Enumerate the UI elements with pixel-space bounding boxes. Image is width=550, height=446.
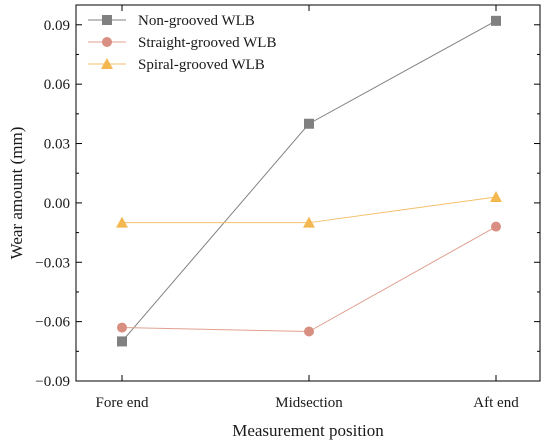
y-tick-label: 0.09 [44, 18, 70, 34]
legend-marker [101, 58, 113, 69]
data-point [304, 326, 314, 337]
legend: Non-grooved WLB Straight-grooved WLB Spira… [88, 13, 276, 73]
x-tick-label: Fore end [96, 395, 149, 411]
data-point [304, 118, 314, 129]
series-0 [117, 15, 501, 347]
y-tick-label: −0.09 [35, 374, 70, 390]
y-tick-label: 0.06 [44, 77, 71, 93]
legend-label: Spiral-grooved WLB [138, 57, 265, 73]
y-tick-label: −0.03 [35, 255, 70, 271]
legend-label: Straight-grooved WLB [138, 35, 276, 51]
legend-label: Non-grooved WLB [138, 13, 255, 29]
y-axis-ticks: −0.09 −0.06 −0.03 0.00 0.03 0.06 0.09 [35, 18, 540, 390]
x-tick-label: Aft end [473, 395, 519, 411]
legend-item: Non-grooved WLB [88, 13, 255, 29]
data-point [303, 216, 315, 228]
series-2 [116, 190, 502, 228]
x-tick-label: Midsection [275, 395, 343, 411]
legend-item: Spiral-grooved WLB [88, 57, 265, 73]
x-axis-title: Measurement position [232, 421, 384, 440]
y-tick-label: 0.03 [44, 137, 70, 153]
data-point [491, 15, 501, 26]
y-axis-title: Wear amount (mm) [7, 127, 26, 260]
legend-marker [102, 15, 112, 25]
data-point [117, 336, 127, 347]
plot-area-frame [75, 4, 541, 382]
series-1 [117, 221, 501, 337]
series-layer [116, 15, 502, 347]
legend-marker [102, 37, 112, 47]
legend-item: Straight-grooved WLB [88, 35, 276, 51]
y-tick-label: 0.00 [44, 196, 70, 212]
series-line [121, 226, 497, 333]
data-point [116, 216, 128, 228]
data-point [117, 322, 127, 333]
y-tick-label: −0.06 [35, 315, 70, 331]
x-axis-ticks: Fore end Midsection Aft end [96, 5, 519, 411]
data-point [491, 221, 501, 232]
data-point [490, 190, 502, 202]
